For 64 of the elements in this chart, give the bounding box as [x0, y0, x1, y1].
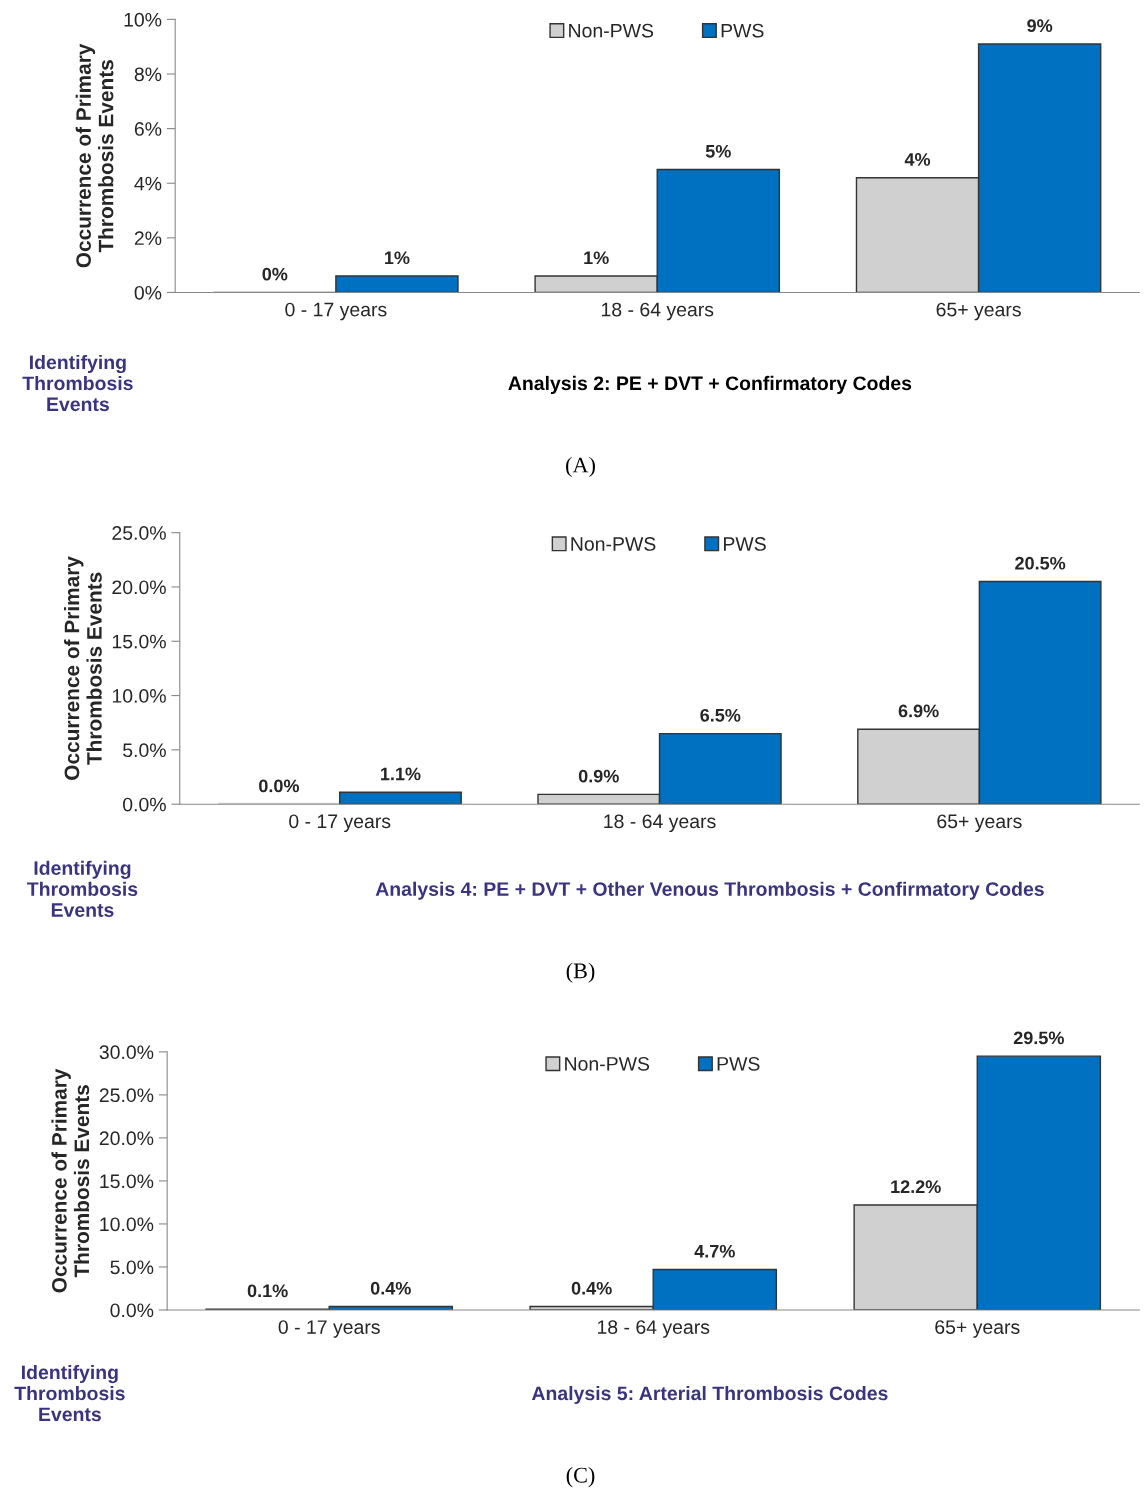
x-tick-label: 65+ years: [936, 302, 1021, 321]
y-tick-label: 15.0%: [100, 1174, 154, 1189]
legend-label: PWS: [717, 1056, 760, 1071]
data-label: 1%: [584, 251, 609, 265]
data-label: 0.1%: [247, 1284, 288, 1298]
legend-label: PWS: [721, 23, 764, 38]
text: (C): [566, 1467, 595, 1488]
text: Analysis 4: PE + DVT + Other Venous Thrombosis + Confirmatory Codes: [375, 881, 1044, 900]
x-tick-label: 65+ years: [935, 1320, 1020, 1338]
y-tick-label: 2%: [134, 231, 162, 245]
y-tick-label: 8%: [134, 67, 162, 82]
data-label: 20.5%: [1015, 556, 1066, 570]
legend-label: PWS: [723, 537, 766, 551]
text: Identifying Thrombosis Events: [27, 860, 138, 917]
y-tick-label: 20.0%: [99, 1131, 154, 1146]
x-tick-label: 0 - 17 years: [278, 1320, 380, 1338]
x-tick-label: 18 - 64 years: [597, 1320, 710, 1338]
data-label: 0.0%: [259, 779, 300, 793]
data-label: 4%: [904, 153, 931, 166]
data-label: 0%: [262, 267, 288, 281]
x-tick-label: 0 - 17 years: [289, 814, 391, 833]
y-tick-label: 0.0%: [123, 797, 166, 812]
y-tick-label: 25.0%: [99, 1088, 154, 1103]
data-label: 1.1%: [381, 767, 421, 781]
data-label: 0.4%: [370, 1281, 411, 1295]
y-tick-label: 6%: [134, 122, 162, 136]
y-tick-label: 20.0%: [112, 580, 166, 595]
data-label: 5%: [705, 144, 731, 158]
y-axis-title: Occurrence of Primary Thrombosis Events: [75, 43, 114, 268]
data-label: 4.7%: [694, 1244, 735, 1258]
y-tick-label: 30.0%: [99, 1045, 154, 1060]
legend-label: Non-PWS: [565, 1056, 650, 1071]
x-tick-label: 0 - 17 years: [285, 302, 387, 321]
text: Analysis 2: PE + DVT + Confirmatory Codes: [508, 375, 912, 394]
y-tick-label: 0%: [134, 285, 162, 300]
text: Identifying Thrombosis Events: [22, 354, 133, 412]
y-tick-label: 4%: [134, 176, 162, 191]
text: Identifying Thrombosis Events: [14, 1364, 125, 1422]
data-label: 9%: [1027, 19, 1053, 33]
data-label: 6.9%: [898, 704, 939, 718]
y-axis-title: Occurrence of Primary Thrombosis Events: [51, 1068, 90, 1293]
x-tick-label: 18 - 64 years: [604, 814, 716, 833]
y-tick-label: 5.0%: [110, 1260, 154, 1275]
y-tick-label: 10.0%: [112, 689, 166, 703]
y-tick-label: 10%: [124, 12, 162, 27]
data-label: 29.5%: [1013, 1031, 1064, 1045]
y-axis-title: Occurrence of Primary Thrombosis Events: [64, 556, 102, 780]
x-tick-label: 65+ years: [937, 814, 1022, 833]
x-tick-label: 18 - 64 years: [601, 302, 714, 321]
data-label: 1%: [385, 251, 410, 265]
data-label: 0.9%: [578, 769, 619, 783]
y-tick-label: 10.0%: [100, 1217, 154, 1232]
text: Analysis 5: Arterial Thrombosis Codes: [531, 1385, 888, 1405]
y-tick-label: 0.0%: [110, 1303, 154, 1318]
text: (B): [566, 962, 595, 983]
y-tick-label: 15.0%: [112, 634, 166, 649]
y-tick-label: 5.0%: [123, 743, 166, 758]
data-label: 0.4%: [571, 1281, 612, 1295]
y-tick-label: 25.0%: [112, 526, 166, 540]
legend-label: Non-PWS: [569, 23, 654, 38]
legend-label: Non-PWS: [571, 537, 656, 551]
data-label: 12.2%: [891, 1180, 941, 1194]
data-label: 6.5%: [700, 708, 741, 722]
text: (A): [566, 456, 595, 478]
